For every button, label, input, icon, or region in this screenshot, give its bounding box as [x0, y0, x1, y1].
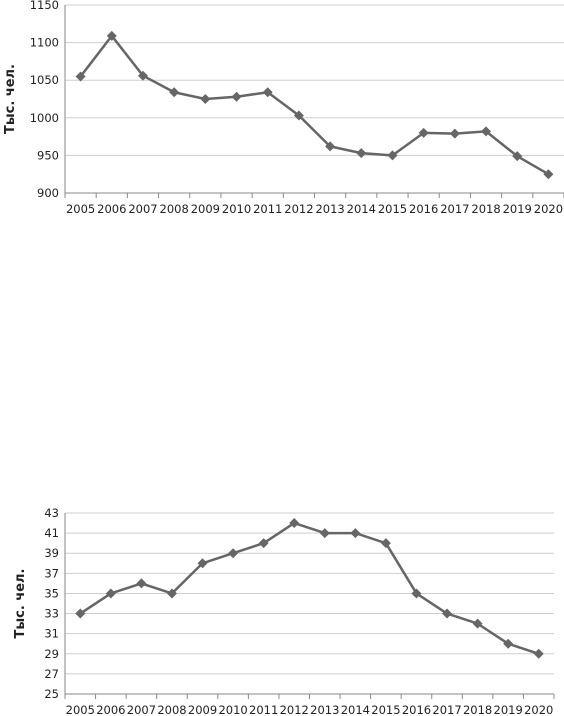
x-tick-label: 2014 — [341, 703, 370, 716]
x-tick-label: 2015 — [371, 703, 400, 716]
data-point — [387, 150, 398, 161]
line-chart-bottom: 25 27 29 31 33 35 37 39 41 43 2005 2006 2007 2008 2009… — [13, 506, 555, 716]
x-tick-label: 2012 — [284, 202, 313, 214]
data-point — [481, 126, 492, 137]
data-point — [356, 148, 367, 159]
x-tick-label: 2017 — [440, 202, 469, 214]
x-tick-label: 2016 — [409, 202, 438, 214]
data-point — [262, 87, 273, 98]
data-point — [105, 588, 116, 599]
data-point — [411, 588, 422, 599]
x-tick-label: 2011 — [249, 703, 278, 716]
x-tick-label: 2010 — [218, 703, 247, 716]
data-point — [169, 87, 180, 98]
data-point — [325, 141, 336, 152]
y-tick-label: 1150 — [30, 0, 59, 12]
data-point — [319, 528, 330, 539]
x-tick-label: 2018 — [463, 703, 492, 716]
y-tick-label: 39 — [44, 546, 59, 560]
x-tick-label: 2008 — [160, 202, 189, 214]
x-tick-label: 2019 — [503, 202, 532, 214]
x-tick-label: 2011 — [253, 202, 282, 214]
data-point — [533, 648, 544, 659]
data-point — [231, 91, 242, 102]
y-tick-label: 1100 — [30, 36, 59, 50]
x-tick-label: 2009 — [191, 202, 220, 214]
data-point — [503, 638, 514, 649]
y-tick-label: 900 — [37, 186, 59, 200]
data-point — [136, 578, 147, 589]
y-tick-label: 29 — [44, 647, 59, 661]
x-tick-label: 2013 — [310, 703, 339, 716]
x-tick-label: 2019 — [494, 703, 523, 716]
data-point — [289, 518, 300, 529]
data-point — [512, 151, 523, 162]
x-tick-label: 2005 — [66, 202, 95, 214]
x-tick-label: 2012 — [280, 703, 309, 716]
y-tick-label: 1050 — [30, 73, 59, 87]
x-tick-label: 2020 — [534, 202, 563, 214]
data-point — [380, 538, 391, 549]
data-point — [293, 110, 304, 121]
x-tick-label: 2020 — [524, 703, 553, 716]
x-tick-label: 2010 — [222, 202, 251, 214]
data-point — [350, 528, 361, 539]
y-tick-label: 35 — [44, 586, 59, 600]
x-tick-label: 2017 — [432, 703, 461, 716]
x-tick-label: 2018 — [471, 202, 500, 214]
x-tick-label: 2006 — [96, 703, 125, 716]
data-point — [137, 70, 148, 81]
data-point — [166, 588, 177, 599]
y-tick-label: 25 — [44, 687, 59, 701]
y-tick-label: 27 — [44, 667, 59, 681]
data-point — [449, 128, 460, 139]
data-point — [228, 548, 239, 559]
y-axis-title: Тыс. чел. — [13, 569, 28, 639]
data-point — [543, 169, 554, 180]
y-tick-label: 41 — [44, 526, 59, 540]
x-tick-label: 2009 — [188, 703, 217, 716]
y-tick-label: 31 — [44, 627, 59, 641]
y-tick-label: 43 — [44, 506, 59, 520]
x-tick-label: 2016 — [402, 703, 431, 716]
x-tick-label: 2005 — [66, 703, 95, 716]
x-tick-label: 2007 — [127, 703, 156, 716]
x-tick-label: 2015 — [378, 202, 407, 214]
data-point — [200, 94, 211, 104]
data-point — [258, 538, 269, 549]
x-tick-label: 2007 — [128, 202, 157, 214]
y-tick-label: 37 — [44, 566, 59, 580]
y-tick-label: 950 — [37, 148, 59, 162]
series-line — [79, 521, 540, 655]
data-point — [75, 608, 86, 619]
data-point — [197, 558, 208, 569]
x-tick-label: 2013 — [315, 202, 344, 214]
y-axis-title: Тыс. чел. — [3, 64, 18, 134]
series-line — [79, 34, 550, 176]
data-point — [75, 71, 86, 82]
data-point — [106, 30, 117, 41]
x-tick-label: 2008 — [157, 703, 186, 716]
data-point — [442, 608, 453, 619]
chart-population-bottom: 25 27 29 31 33 35 37 39 41 43 2005 2006 2007 2008 2009… — [0, 500, 564, 716]
x-tick-label: 2006 — [97, 202, 126, 214]
data-point — [472, 618, 483, 629]
y-tick-label: 1000 — [30, 111, 59, 125]
y-tick-label: 33 — [44, 607, 59, 621]
data-point — [418, 127, 429, 138]
x-tick-label: 2014 — [347, 202, 376, 214]
chart-population-top: 900 950 1000 1050 1100 1150 2005 2006 2007 2008 20… — [0, 0, 564, 214]
